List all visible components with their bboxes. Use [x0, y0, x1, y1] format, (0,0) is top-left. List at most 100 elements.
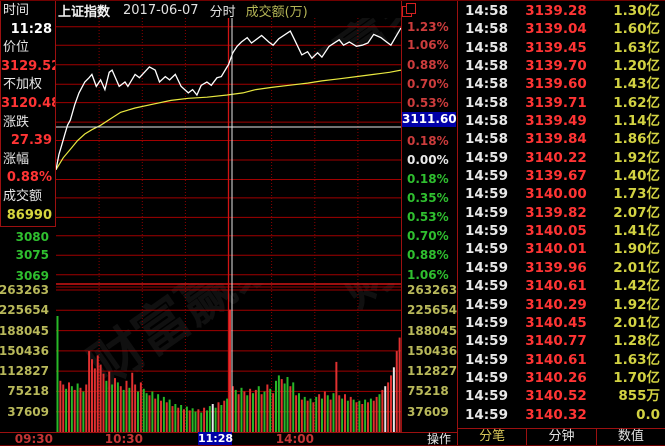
tick-price: 3139.96	[525, 259, 587, 276]
volume-bar	[137, 391, 139, 432]
volume-bar	[217, 402, 220, 432]
panel-tabs: 分笔 分钟 数值	[458, 428, 665, 446]
tick-row[interactable]: 14:59 3139.96 2.01亿	[458, 259, 665, 277]
sidebar-field-label: 成交额	[3, 188, 43, 204]
volume-bar	[223, 400, 226, 432]
volume-bar	[252, 393, 254, 432]
left-volume-label: 263263	[0, 283, 49, 297]
tick-row[interactable]: 14:58 3139.71 1.62亿	[458, 94, 665, 112]
volume-bar	[280, 379, 283, 432]
tick-row[interactable]: 14:59 3140.61 1.63亿	[458, 351, 665, 369]
volume-bar	[295, 395, 298, 432]
left-volume-label: 188045	[0, 323, 49, 338]
volume-bar	[220, 405, 223, 432]
tick-row[interactable]: 14:58 3139.49 1.14亿	[458, 112, 665, 130]
volume-bar	[326, 395, 329, 432]
index-name: 上证指数	[58, 4, 111, 20]
sidebar-field-label: 时间	[3, 3, 30, 18]
sidebar-field-value: 86990	[6, 207, 52, 223]
tab-active[interactable]: 分笔	[458, 429, 528, 446]
tick-amount: 2.01亿	[613, 314, 660, 331]
volume-bar	[318, 394, 321, 432]
action-button[interactable]: 操作	[426, 432, 451, 446]
tick-row[interactable]: 14:58 3139.28 1.30亿	[458, 2, 665, 20]
volume-bar	[272, 393, 275, 432]
tick-price: 3140.45	[525, 314, 587, 331]
tick-amount: 2.07亿	[613, 204, 660, 221]
tick-amount: 1.30亿	[613, 3, 660, 19]
volume-bar	[323, 391, 326, 432]
percent-scale-label: 0.88%	[407, 57, 449, 72]
tick-price: 3139.28	[525, 3, 587, 19]
tick-row[interactable]: 14:59 3140.05 1.41亿	[458, 222, 665, 240]
tick-row[interactable]: 14:59 3140.22 1.92亿	[458, 149, 665, 167]
sidebar-field-value: 27.39	[10, 133, 52, 149]
volume-bar	[332, 393, 335, 432]
sidebar-field-label: 涨跌	[3, 114, 30, 130]
volume-bar	[88, 351, 91, 432]
volume-bar	[355, 402, 358, 432]
volume-bar	[277, 375, 280, 432]
tick-time: 14:59	[465, 168, 508, 185]
chart-header: 上证指数 2017-06-07 分时 成交额(万)	[58, 2, 398, 20]
tick-row[interactable]: 14:58 3139.60 1.43亿	[458, 75, 665, 93]
tick-time: 14:58	[465, 94, 508, 111]
volume-bar	[68, 382, 70, 432]
volume-scale-label: 112827	[407, 364, 458, 379]
tick-row[interactable]: 14:59 3140.32 0.0	[458, 406, 665, 424]
volume-bar	[148, 395, 151, 432]
volume-bar	[292, 382, 295, 432]
volume-bar	[309, 398, 312, 432]
tick-row[interactable]: 14:59 3140.61 1.42亿	[458, 277, 665, 295]
tick-row[interactable]: 14:59 3140.45 2.01亿	[458, 314, 665, 332]
volume-bar	[300, 399, 303, 432]
intraday-chart[interactable]: 财富赢家财富赢家财富赢家	[56, 18, 401, 432]
volume-bar	[177, 407, 180, 432]
tab-inactive[interactable]: 数值	[617, 429, 644, 444]
volume-bar	[197, 409, 200, 432]
volume-bar	[321, 398, 323, 432]
tick-time: 14:59	[465, 186, 508, 203]
tab-inactive[interactable]: 分钟	[527, 429, 597, 446]
tick-row[interactable]: 14:59 3139.82 2.07亿	[458, 204, 665, 222]
tick-time: 14:59	[465, 278, 508, 295]
tick-row[interactable]: 14:59 3139.67 1.40亿	[458, 167, 665, 185]
volume-bar	[206, 410, 208, 432]
tick-row[interactable]: 14:59 3140.29 1.92亿	[458, 296, 665, 314]
tick-amount: 1.92亿	[613, 149, 660, 166]
tick-row[interactable]: 14:59 3140.26 1.70亿	[458, 369, 665, 387]
tick-row[interactable]: 14:58 3139.70 1.20亿	[458, 57, 665, 75]
tick-row[interactable]: 14:58 3139.04 1.60亿	[458, 20, 665, 38]
tick-amount: 1.86亿	[613, 131, 660, 148]
tick-time: 14:58	[465, 39, 508, 56]
turnover-unit-label: 成交额(万)	[245, 4, 308, 20]
volume-bar	[335, 361, 338, 432]
tick-row[interactable]: 14:58 3139.84 1.86亿	[458, 130, 665, 148]
restore-window-icon[interactable]	[402, 3, 416, 17]
volume-bar	[367, 402, 369, 432]
volume-bar	[378, 394, 381, 432]
volume-bar	[269, 388, 272, 432]
tick-amount: 1.63亿	[613, 351, 660, 368]
volume-bar	[96, 355, 99, 432]
left-price-label: 3075	[15, 247, 49, 262]
tick-price: 3140.01	[525, 241, 587, 258]
tick-row[interactable]: 14:59 3140.00 1.73亿	[458, 185, 665, 203]
tick-row[interactable]: 14:59 3140.77 1.28亿	[458, 332, 665, 350]
volume-bar	[93, 368, 96, 432]
sidebar-field-label: 价位	[3, 40, 30, 56]
volume-bar	[168, 399, 171, 432]
tick-row[interactable]: 14:58 3139.45 1.63亿	[458, 39, 665, 57]
tick-row[interactable]: 14:59 3140.01 1.90亿	[458, 240, 665, 258]
volume-bar	[390, 375, 392, 432]
tick-row[interactable]: 14:59 3140.52 855万	[458, 387, 665, 405]
tick-time: 14:59	[465, 296, 508, 313]
volume-bar	[283, 383, 286, 432]
percent-scale-label: 1.06%	[407, 38, 449, 53]
tick-list-panel: 14:58 3139.28 1.30亿 14:58 3139.04 1.60亿 14:58 3…	[457, 0, 665, 446]
left-volume-label: 225654	[0, 303, 49, 318]
volume-bar	[128, 387, 131, 432]
volume-bar	[364, 399, 367, 432]
volume-bar	[208, 406, 211, 432]
volume-bar	[165, 402, 168, 432]
